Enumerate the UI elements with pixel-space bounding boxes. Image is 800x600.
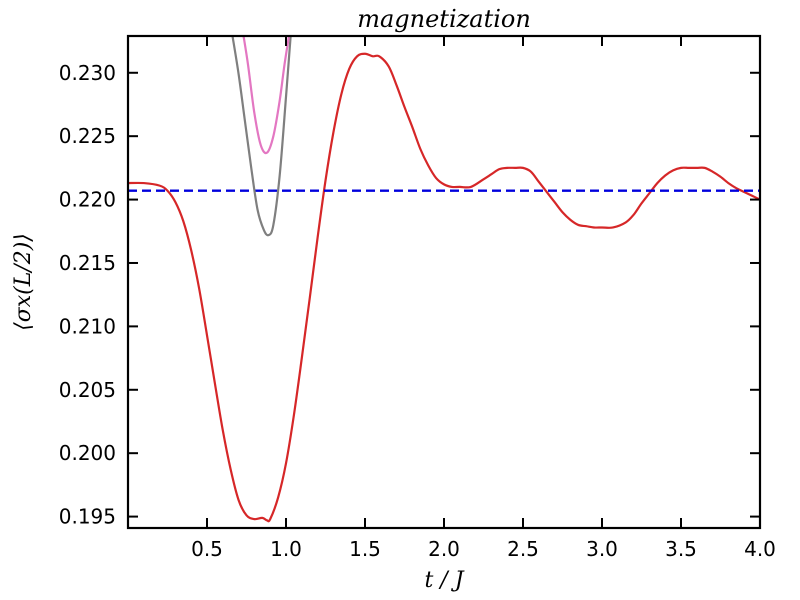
x-tick-label: 3.5 xyxy=(665,537,697,561)
x-tick-label: 2.5 xyxy=(507,537,539,561)
y-tick-label: 0.210 xyxy=(59,314,116,338)
chart-title: magnetization xyxy=(357,5,531,33)
y-tick-label: 0.215 xyxy=(59,251,116,275)
series-layer xyxy=(128,36,760,523)
series-line-3 xyxy=(231,36,292,237)
x-tick-label: 1.0 xyxy=(270,537,302,561)
x-axis-label: t / J xyxy=(424,568,464,593)
x-tick-label: 3.0 xyxy=(586,537,618,561)
y-tick-label: 0.220 xyxy=(59,188,116,212)
plot-frame xyxy=(126,34,762,530)
tick-layer: 0.5 1.0 1.5 2.0 2.5 3.0 3.5 4.0 0.195 0.200 0.205 0… xyxy=(59,36,776,561)
x-tick-label: 1.5 xyxy=(349,537,381,561)
series-line-1 xyxy=(128,52,760,523)
y-tick-label: 0.205 xyxy=(59,378,116,402)
y-tick-label: 0.225 xyxy=(59,124,116,148)
y-tick-label: 0.200 xyxy=(59,441,116,465)
x-tick-label: 0.5 xyxy=(191,537,223,561)
series-line-4 xyxy=(242,36,291,155)
y-tick-label: 0.230 xyxy=(59,61,116,85)
x-tick-label: 2.0 xyxy=(428,537,460,561)
x-tick-label: 4.0 xyxy=(744,537,776,561)
y-axis-label: ⟨σx(L/2)⟩ xyxy=(11,233,36,331)
y-tick-label: 0.195 xyxy=(59,505,116,529)
